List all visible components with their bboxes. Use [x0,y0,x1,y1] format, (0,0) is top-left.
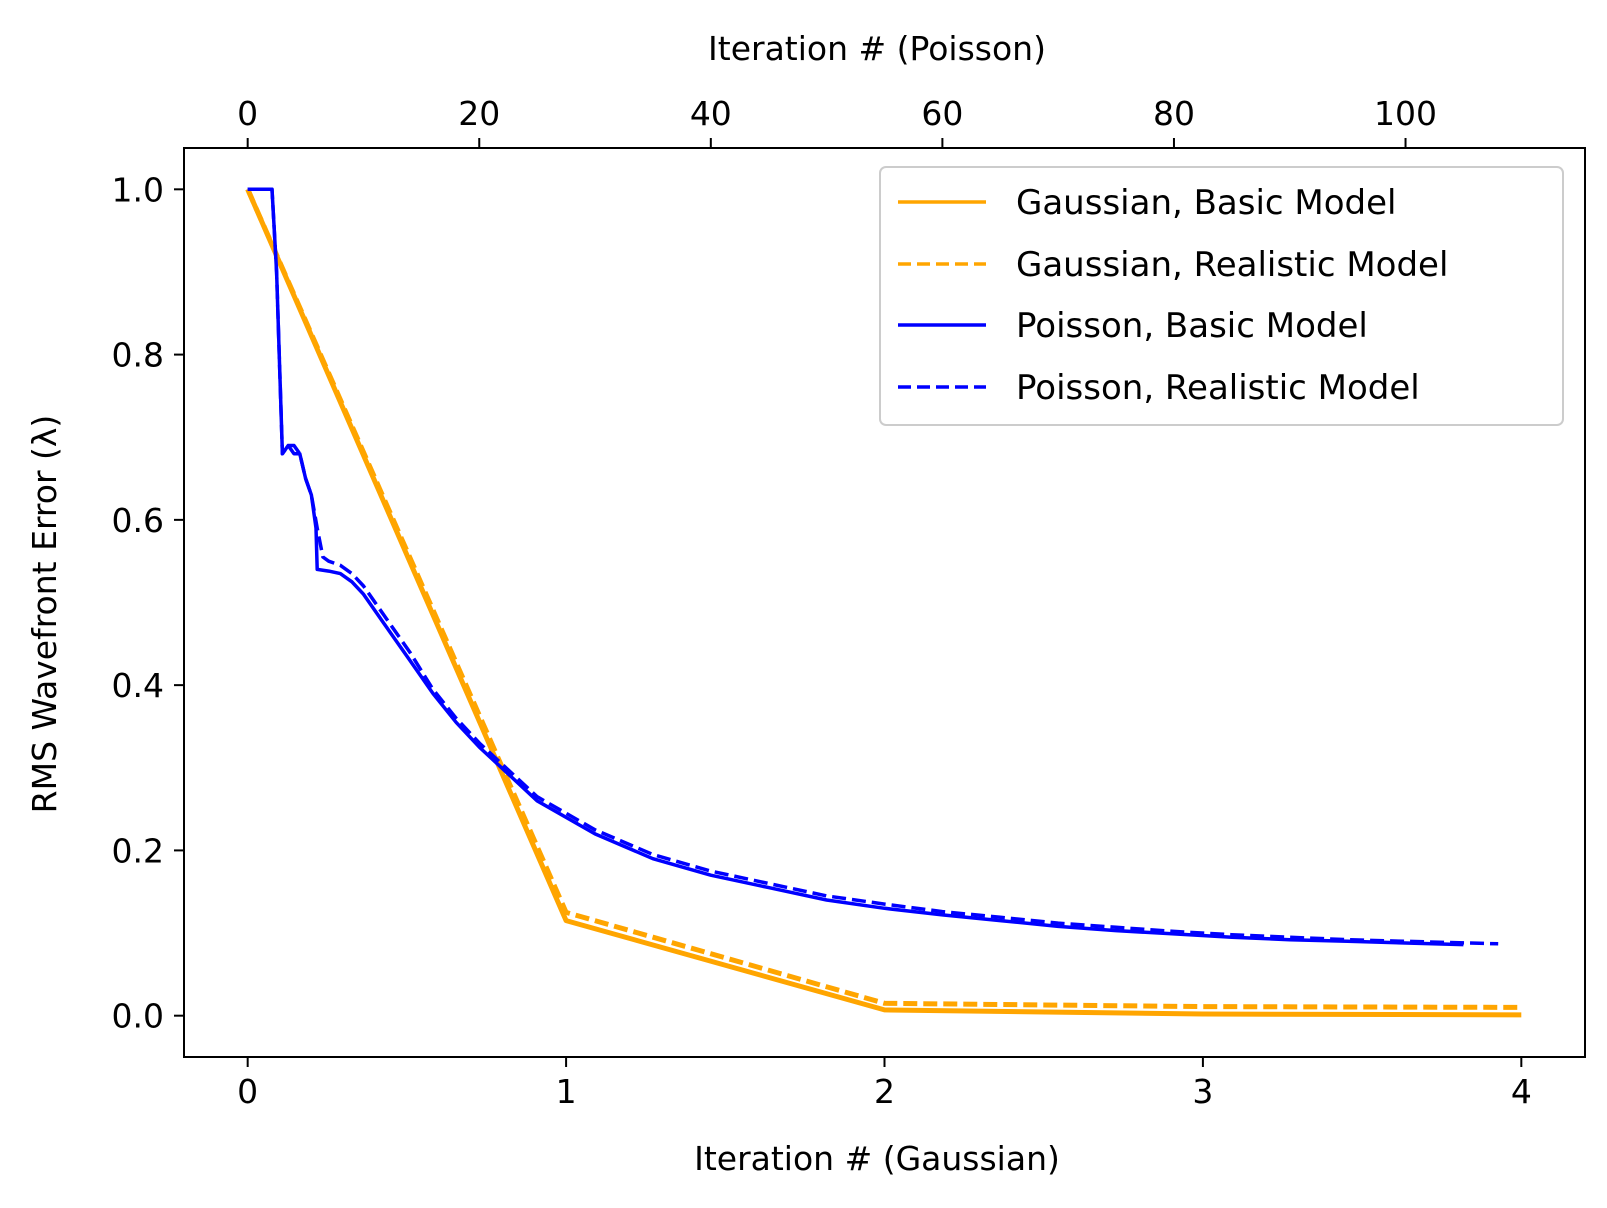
y-tick-label: 0.8 [112,336,164,375]
x2-axis-label: Iteration # (Poisson) [708,29,1046,68]
x2-tick-label: 100 [1374,94,1437,133]
series-gaussian-realistic-line [245,188,1522,1010]
legend: Gaussian, Basic Model Gaussian, Realisti… [879,166,1564,426]
y-axis-label: RMS Wavefront Error (λ) [25,415,64,814]
legend-label-poisson-realistic: Poisson, Realistic Model [1016,368,1420,408]
x-tick-label: 3 [1192,1072,1213,1111]
x-tick-label: 4 [1511,1072,1532,1111]
y-tick-label: 1.0 [112,170,164,209]
legend-label-gaussian-basic: Gaussian, Basic Model [1016,183,1397,223]
y-tick-label: 0.6 [112,501,164,540]
x2-tick-label: 0 [237,94,258,133]
legend-frame [879,166,1564,426]
legend-label-gaussian-realistic: Gaussian, Realistic Model [1016,245,1448,285]
x2-tick-label: 20 [458,94,500,133]
y-tick-label: 0.4 [112,666,164,705]
series-layer [245,187,1522,1018]
x-axis-label: Iteration # (Gaussian) [694,1139,1060,1178]
series-poisson-realistic-line [247,187,1499,946]
x-tick-label: 1 [556,1072,577,1111]
legend-label-poisson-basic: Poisson, Basic Model [1016,306,1368,346]
y-tick-label: 0.0 [112,997,164,1036]
x2-tick-label: 80 [1153,94,1195,133]
y-tick-label: 0.2 [112,831,164,870]
series-poisson-basic-line [247,187,1464,947]
x2-tick-label: 40 [690,94,732,133]
x-tick-label: 2 [874,1072,895,1111]
x2-tick-label: 60 [921,94,963,133]
x-tick-label: 0 [237,1072,258,1111]
